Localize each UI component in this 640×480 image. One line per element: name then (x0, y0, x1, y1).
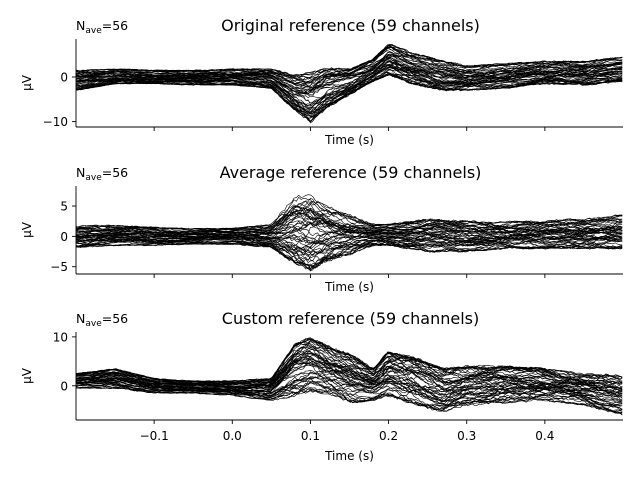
nave-value: =56 (102, 165, 128, 180)
series-line (76, 234, 623, 259)
y-tick-label: 10 (53, 330, 68, 344)
nave-subscript: ave (85, 26, 102, 36)
chart-title: Original reference (59 channels) (221, 16, 480, 35)
series-line (76, 362, 623, 407)
series-line (76, 51, 623, 87)
series-line (76, 386, 623, 414)
series-line (76, 200, 623, 236)
nave-value: =56 (102, 311, 128, 326)
nave-label: N (76, 165, 85, 180)
series-line (76, 376, 623, 412)
series-line (76, 339, 623, 388)
series-line (76, 369, 623, 406)
series-line (76, 56, 623, 95)
series-line (76, 198, 623, 235)
traces (76, 194, 623, 272)
series-line (76, 207, 623, 247)
series-line (76, 363, 623, 403)
nave-label: N (76, 311, 85, 326)
series-line (76, 352, 623, 388)
y-tick-label: 0 (60, 230, 68, 244)
series-line (76, 58, 623, 81)
y-axis-label: µV (20, 221, 34, 238)
x-axis-label: Time (s) (324, 280, 374, 294)
series-line (76, 206, 623, 233)
series-line (76, 209, 623, 243)
nave-label: N (76, 18, 85, 33)
y-axis-label: µV (20, 74, 34, 91)
series-line (76, 338, 623, 386)
nave-subscript: ave (85, 173, 102, 183)
series-line (76, 208, 623, 238)
x-tick-label: 0.0 (223, 429, 242, 443)
series-line (76, 231, 623, 252)
chart-title: Custom reference (59 channels) (222, 309, 479, 328)
series-line (76, 221, 623, 240)
nave-annotation: Nave=56 (76, 18, 128, 36)
nave-value: =56 (102, 18, 128, 33)
x-tick-label: −0.1 (140, 429, 169, 443)
series-line (76, 216, 623, 247)
series-line (76, 337, 623, 385)
y-tick-label: −5 (50, 260, 68, 274)
y-tick-label: −10 (43, 115, 68, 129)
y-tick-label: 0 (60, 379, 68, 393)
x-tick-label: 0.3 (457, 429, 476, 443)
nave-annotation: Nave=56 (76, 311, 128, 329)
panel-3: 10 0 −0.1 0.0 0.1 0.2 0.3 0.4 Time (s) µV Custom r… (20, 309, 623, 463)
x-tick-label: 0.1 (301, 429, 320, 443)
x-tick-label: 0.2 (379, 429, 398, 443)
nave-subscript: ave (85, 319, 102, 329)
series-line (76, 360, 623, 396)
y-tick-label: 5 (60, 200, 68, 214)
traces (76, 337, 623, 416)
series-line (76, 376, 623, 414)
series-line (76, 64, 623, 118)
nave-annotation: Nave=56 (76, 165, 128, 183)
x-axis-label: Time (s) (324, 133, 374, 147)
series-line (76, 70, 623, 113)
series-line (76, 56, 623, 115)
series-line (76, 72, 623, 122)
series-line (76, 238, 623, 272)
series-line (76, 44, 623, 95)
x-axis-label: Time (s) (324, 449, 374, 463)
series-line (76, 376, 623, 411)
series-line (76, 54, 623, 99)
series-line (76, 43, 623, 87)
chart-title: Average reference (59 channels) (220, 163, 482, 182)
panel-2: 5 0 −5 Time (s) µV Average reference (59 chan… (20, 163, 623, 294)
y-axis-label: µV (20, 367, 34, 384)
y-tick-label: 0 (60, 70, 68, 84)
panel-1: 0 −10 Time (s) µV Original reference (59 cha… (20, 16, 623, 147)
traces (76, 43, 623, 124)
x-tick-label: 0.4 (535, 429, 554, 443)
series-line (76, 372, 623, 399)
series-line (76, 207, 623, 237)
